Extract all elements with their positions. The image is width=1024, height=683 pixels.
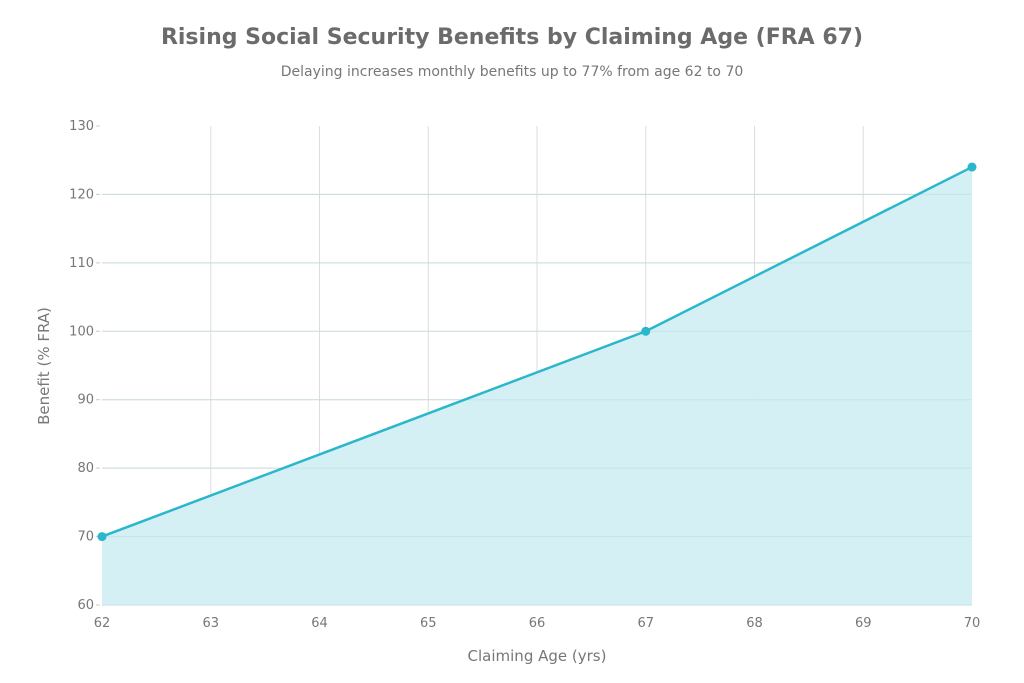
chart-title: Rising Social Security Benefits by Claim… <box>161 25 863 50</box>
area-fill <box>102 167 972 606</box>
x-tick-label: 69 <box>855 616 872 631</box>
x-tick-label: 63 <box>202 616 219 631</box>
y-tick-label: 100 <box>69 324 94 339</box>
data-point <box>97 532 107 542</box>
tick-labels: 60 70 80 90 100 110 120 130 62 63 64 65 66 67 68 69 70 <box>69 119 980 631</box>
y-tick-label: 80 <box>77 461 94 476</box>
x-tick-label: 68 <box>746 616 763 631</box>
data-point <box>641 326 651 336</box>
y-tick-label: 60 <box>77 598 94 613</box>
y-axis-label: Benefit (% FRA) <box>35 307 53 425</box>
area-layer <box>97 162 977 606</box>
x-tick-label: 70 <box>964 616 981 631</box>
y-tick-label: 120 <box>69 187 94 202</box>
y-tick-label: 110 <box>69 256 94 271</box>
chart-subtitle: Delaying increases monthly benefits up t… <box>281 64 744 80</box>
x-tick-label: 65 <box>420 616 437 631</box>
data-point <box>967 162 977 172</box>
x-tick-label: 66 <box>529 616 546 631</box>
y-tick-label: 70 <box>77 530 94 545</box>
x-tick-label: 64 <box>311 616 328 631</box>
x-tick-label: 67 <box>637 616 654 631</box>
x-axis-label: Claiming Age (yrs) <box>468 647 607 665</box>
y-tick-label: 130 <box>69 119 94 134</box>
x-tick-label: 62 <box>94 616 111 631</box>
y-tick-label: 90 <box>77 393 94 408</box>
